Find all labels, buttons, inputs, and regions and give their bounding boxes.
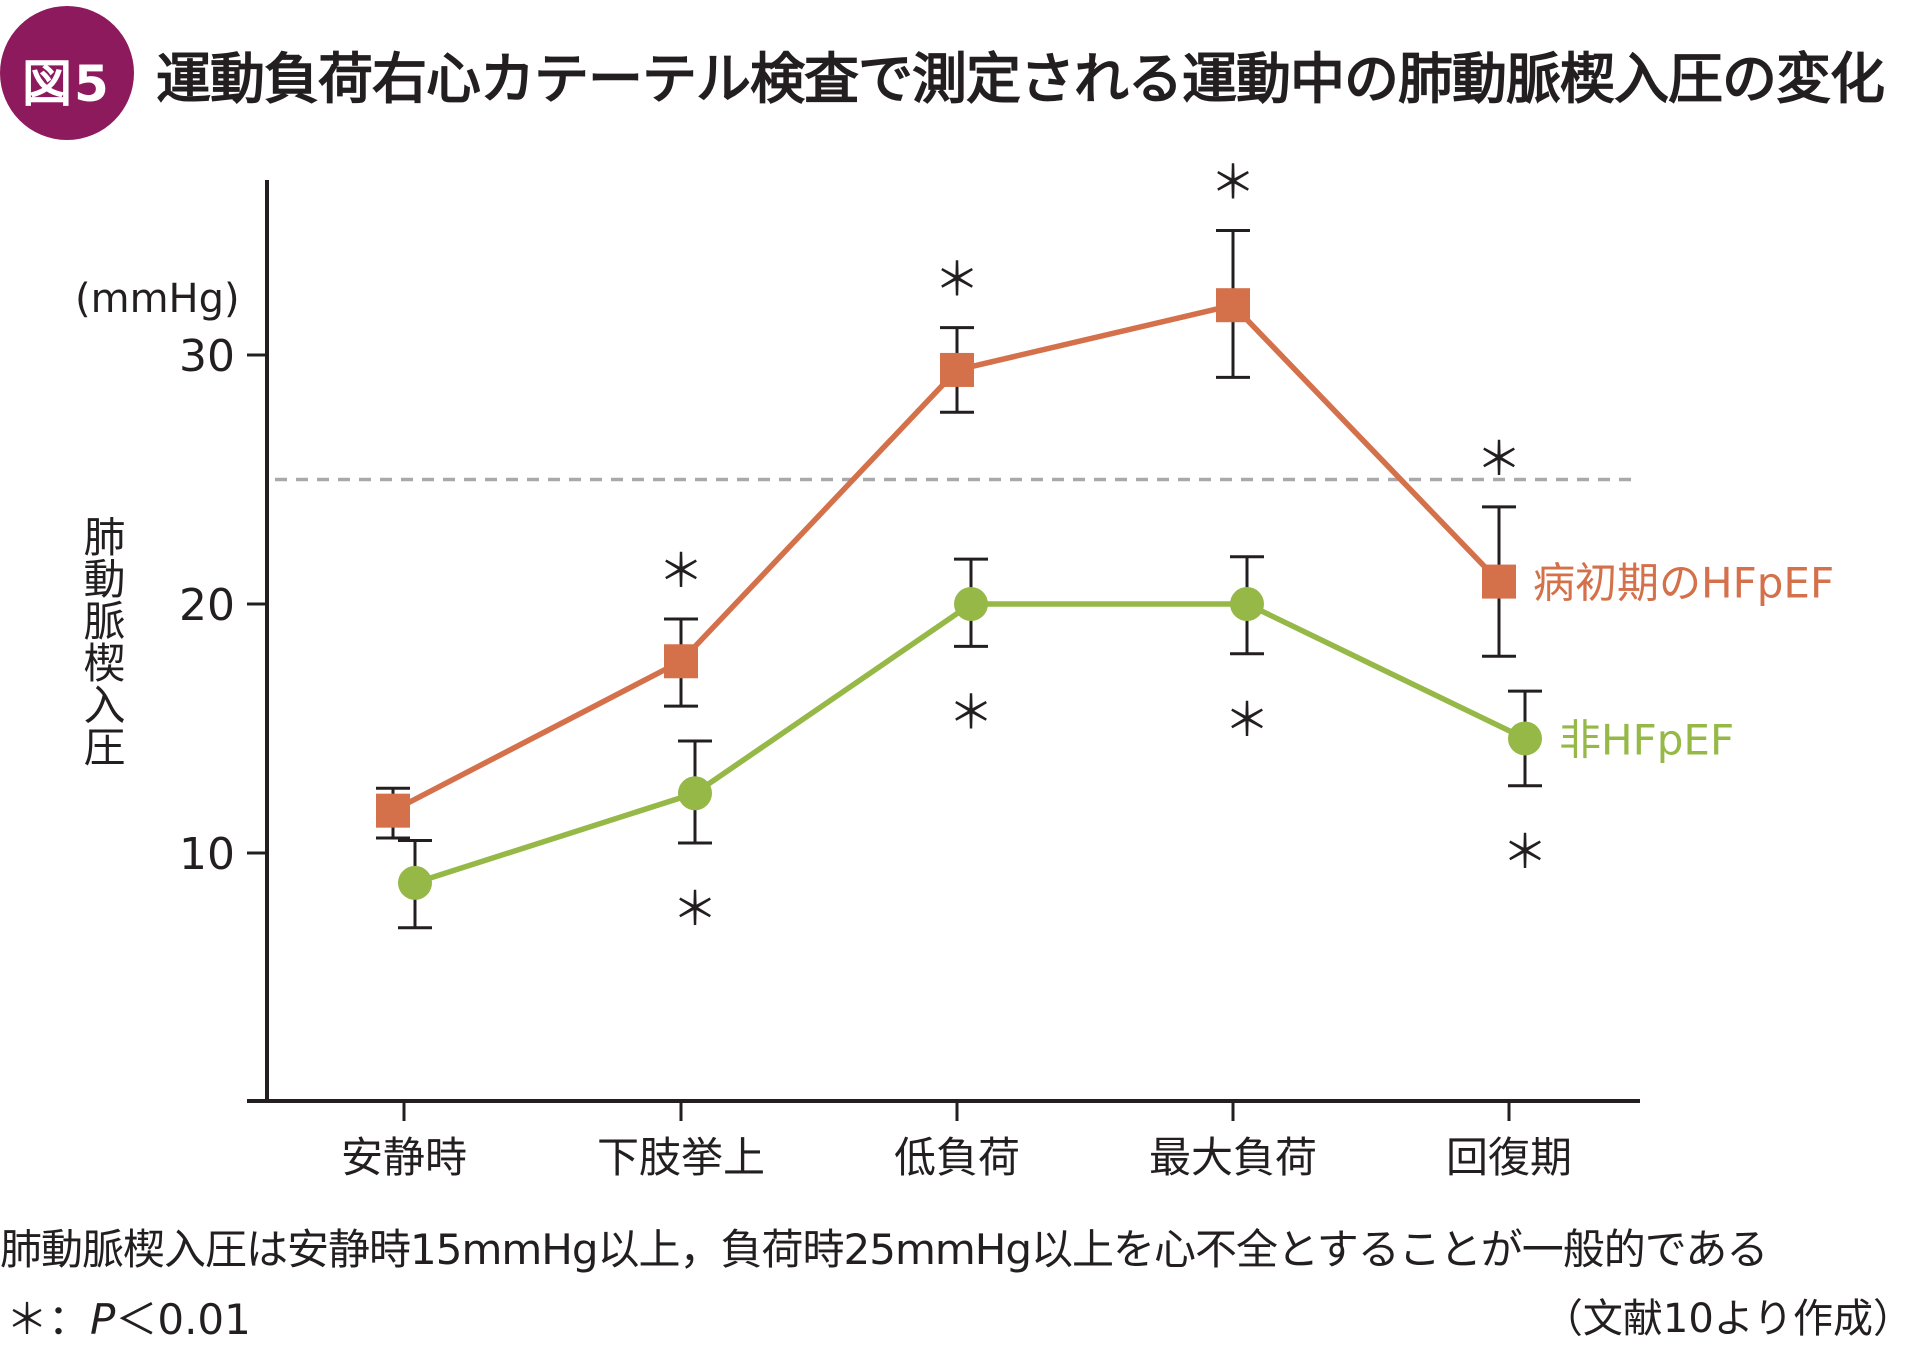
data-point-circle (1230, 587, 1264, 621)
significance-note: ＊：P＜0.01 (6, 1286, 251, 1347)
footnote: 肺動脈楔入圧は安静時15mmHg以上，負荷時25mmHg以上を心不全とすることが… (0, 1225, 1768, 1274)
x-tick-label: 安静時 (341, 1133, 467, 1182)
significance-mark: ＊ (672, 882, 718, 936)
significance-mark: ＊ (1224, 693, 1270, 747)
data-point-circle (398, 865, 432, 900)
significance-mark: ＊ (934, 253, 980, 307)
significance-mark: ＊ (1502, 825, 1548, 879)
y-axis-label: 肺動脈楔入圧 (77, 515, 126, 767)
y-tick-label: 20 (179, 580, 235, 631)
data-point-square (1216, 288, 1250, 323)
series-early-hfpef (376, 229, 1516, 840)
axes: (mmHg) 10 20 30 安静時 下肢挙上 低負荷 最大負荷 回復期 (75, 180, 1640, 1182)
legend-label-early-hfpef: 病初期のHFpEF (1533, 559, 1834, 608)
figure-number: 図5 (22, 55, 111, 113)
x-tick-label: 低負荷 (894, 1133, 1020, 1182)
data-point-square (940, 352, 974, 387)
labels-group: ＊ ＊ ＊ ＊ 病初期のHFpEF ＊ ＊ ＊ ＊ 非HFpEF (658, 156, 1834, 937)
significance-symbol: ＊： (6, 1295, 91, 1344)
figure-badge: 図5 (0, 6, 134, 140)
y-axis-unit: (mmHg) (75, 276, 240, 322)
data-point-square (376, 793, 410, 828)
significance-threshold: ＜0.01 (115, 1295, 251, 1344)
data-point-circle (954, 587, 988, 621)
x-tick-label: 下肢挙上 (597, 1133, 765, 1182)
significance-mark: ＊ (1476, 432, 1522, 486)
y-tick-label: 10 (179, 829, 235, 880)
x-tick-label: 回復期 (1446, 1133, 1572, 1182)
line-chart: (mmHg) 10 20 30 安静時 下肢挙上 低負荷 最大負荷 回復期 ＊ ＊ ＊ ＊ 病初期のHF… (75, 156, 1834, 1183)
data-point-square (664, 644, 698, 679)
legend-label-non-hfpef: 非HFpEF (1559, 715, 1734, 764)
x-tick-label: 最大負荷 (1149, 1133, 1317, 1182)
data-point-circle (1508, 721, 1542, 756)
significance-mark: ＊ (1210, 156, 1256, 210)
data-point-circle (678, 776, 712, 811)
significance-mark: ＊ (658, 544, 704, 598)
series-non-hfpef (398, 555, 1542, 930)
data-point-square (1482, 564, 1516, 599)
series-group (376, 229, 1542, 930)
source-citation: （文献10より作成） (1542, 1296, 1913, 1342)
significance-mark: ＊ (948, 685, 994, 739)
significance-p: P (90, 1295, 116, 1344)
y-tick-label: 30 (179, 331, 235, 382)
chart-title: 運動負荷右心カテーテル検査で測定される運動中の肺動脈楔入圧の変化 (156, 47, 1885, 111)
